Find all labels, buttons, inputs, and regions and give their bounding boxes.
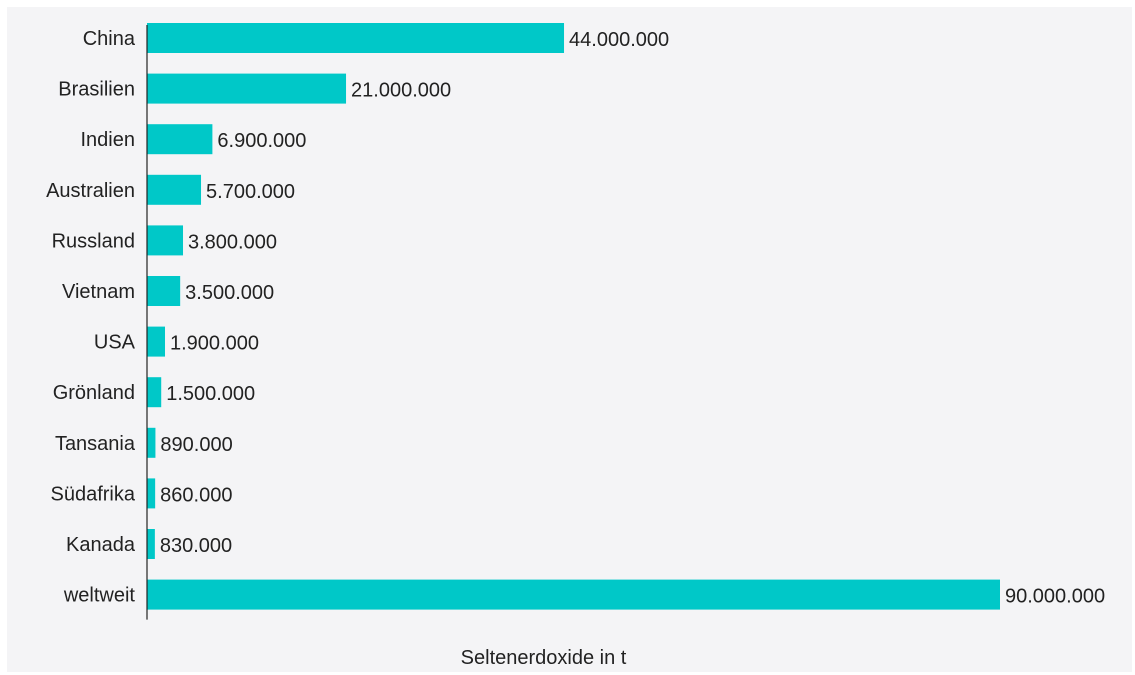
category-label: Kanada	[66, 534, 136, 556]
bar-russland	[147, 225, 184, 256]
bar-tansania	[147, 427, 156, 458]
x-axis-title: Seltenerdoxide in t	[461, 647, 627, 669]
data-label: 1.900.000	[170, 333, 259, 355]
category-label: China	[83, 28, 136, 50]
category-label: weltweit	[63, 585, 136, 607]
data-label: 5.700.000	[206, 181, 295, 203]
category-label: Grönland	[53, 382, 135, 404]
bar-chart: China Brasilien Indien Australien Russland Vi…	[46, 23, 1105, 669]
bar-australien	[147, 174, 202, 205]
category-label: USA	[94, 332, 136, 354]
bar-vietnam	[147, 276, 181, 306]
category-label: Russland	[52, 230, 135, 252]
bar-weltweit	[147, 579, 1000, 610]
data-label: 890.000	[160, 434, 232, 456]
category-labels: China Brasilien Indien Australien Russland Vi…	[46, 28, 136, 607]
chart-panel: China Brasilien Indien Australien Russland Vi…	[7, 7, 1132, 672]
bar-brasilien	[147, 73, 347, 104]
value-labels: 44.000.000 21.000.000 6.900.000 5.700.000 3.…	[160, 29, 1105, 608]
category-label: Australien	[46, 180, 135, 202]
data-label: 3.500.000	[185, 282, 274, 304]
bar-indien	[147, 124, 213, 155]
bar-china	[147, 23, 565, 53]
category-label: Indien	[81, 129, 136, 151]
bar-kanada	[147, 529, 155, 559]
bar-grönland	[147, 377, 162, 408]
data-label: 3.800.000	[188, 231, 277, 253]
bars-group	[147, 23, 1000, 610]
category-label: Tansania	[55, 433, 136, 455]
data-label: 6.900.000	[217, 130, 306, 152]
data-label: 44.000.000	[569, 29, 669, 51]
bar-südafrika	[147, 478, 156, 509]
data-label: 90.000.000	[1005, 586, 1105, 608]
data-label: 830.000	[160, 535, 232, 557]
data-label: 860.000	[160, 484, 232, 506]
bar-usa	[147, 326, 166, 357]
data-label: 1.500.000	[166, 383, 255, 405]
category-label: Vietnam	[62, 281, 135, 303]
data-label: 21.000.000	[351, 80, 451, 102]
category-label: Brasilien	[58, 79, 135, 101]
category-label: Südafrika	[51, 483, 136, 505]
